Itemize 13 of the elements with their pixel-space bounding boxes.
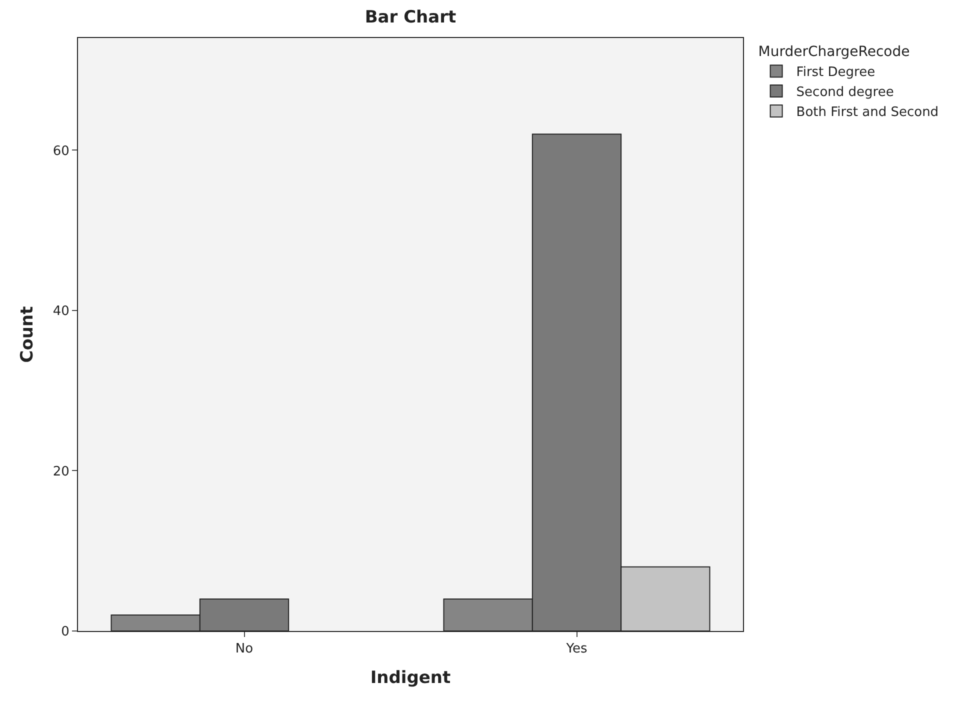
y-tick-label: 0 — [61, 624, 70, 640]
legend-label: First Degree — [796, 65, 876, 80]
y-tick-label: 60 — [52, 144, 70, 159]
x-tick-label: No — [235, 642, 254, 657]
y-tick-label: 40 — [52, 304, 70, 320]
legend-title: MurderChargeRecode — [758, 44, 910, 60]
y-axis-title: Count — [17, 306, 38, 363]
chart-title: Bar Chart — [364, 7, 456, 28]
x-axis-title: Indigent — [370, 668, 451, 688]
legend-label: Second degree — [796, 85, 894, 100]
y-tick-label: 20 — [52, 464, 70, 480]
x-tick-label: Yes — [565, 642, 588, 657]
legend-label: Both First and Second — [796, 105, 939, 120]
